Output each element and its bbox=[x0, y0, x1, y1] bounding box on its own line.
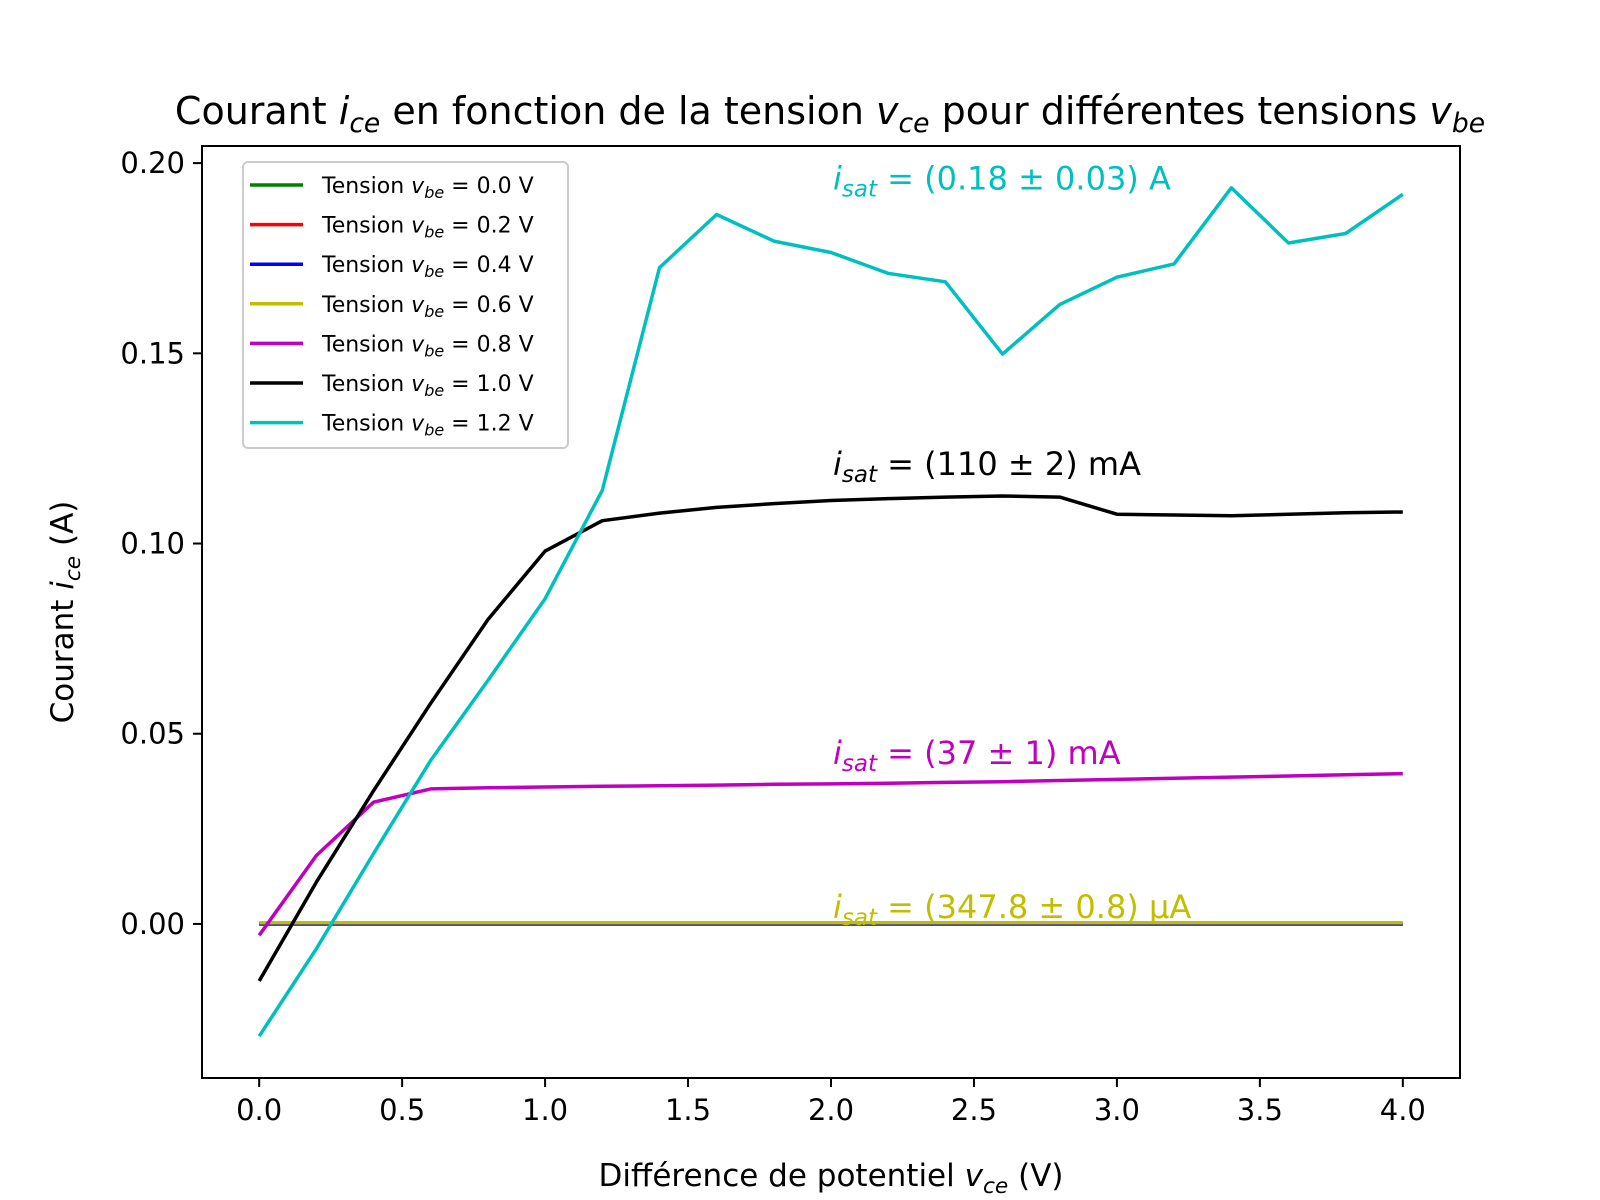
x-tick-label: 0.0 bbox=[236, 1093, 282, 1127]
legend-label: Tension vbe = 0.8 V bbox=[321, 332, 534, 360]
legend: Tension vbe = 0.0 V Tension vbe = 0.2 V Te… bbox=[242, 161, 569, 449]
x-axis-ticks: 0.0 0.5 1.0 1.5 2.0 2.5 3.0 3.5 4.0 bbox=[236, 1078, 1426, 1127]
legend-label: Tension vbe = 0.6 V bbox=[321, 293, 534, 321]
y-tick-label: 0.00 bbox=[120, 907, 185, 941]
saturation-annotation: isat = (110 ± 2) mA bbox=[833, 445, 1141, 488]
y-tick-label: 0.05 bbox=[120, 717, 185, 751]
x-tick-label: 2.0 bbox=[808, 1093, 854, 1127]
y-tick-label: 0.10 bbox=[120, 527, 185, 561]
legend-label: Tension vbe = 0.4 V bbox=[321, 253, 534, 281]
series-line-4 bbox=[257, 771, 1403, 937]
x-tick-label: 3.5 bbox=[1237, 1093, 1283, 1127]
legend-label: Tension vbe = 1.0 V bbox=[321, 372, 534, 400]
y-axis-ticks: 0.00 0.05 0.10 0.15 0.20 bbox=[120, 146, 202, 941]
saturation-annotation: isat = (37 ± 1) mA bbox=[833, 734, 1121, 777]
legend-items: Tension vbe = 0.0 V Tension vbe = 0.2 V Te… bbox=[250, 174, 534, 440]
series-lines bbox=[257, 186, 1404, 1038]
legend-label: Tension vbe = 0.0 V bbox=[321, 174, 534, 202]
x-tick-label: 2.5 bbox=[951, 1093, 997, 1127]
y-tick-label: 0.20 bbox=[120, 146, 185, 180]
x-tick-label: 0.5 bbox=[379, 1093, 425, 1127]
x-axis-label: Différence de potentiel vce (V) bbox=[599, 1158, 1064, 1199]
legend-label: Tension vbe = 1.2 V bbox=[321, 412, 534, 440]
y-tick-label: 0.15 bbox=[120, 336, 185, 370]
x-tick-label: 1.0 bbox=[522, 1093, 568, 1127]
legend-box bbox=[242, 161, 569, 449]
chart-title: Courant ice en fonction de la tension vc… bbox=[175, 89, 1485, 139]
x-tick-label: 3.0 bbox=[1094, 1093, 1140, 1127]
annotations: isat = (0.18 ± 0.03) A isat = (110 ± 2) m… bbox=[833, 160, 1191, 931]
series-line-6 bbox=[257, 186, 1404, 1038]
x-tick-label: 4.0 bbox=[1380, 1093, 1426, 1127]
legend-label: Tension vbe = 0.2 V bbox=[321, 214, 534, 242]
saturation-annotation: isat = (347.8 ± 0.8) µA bbox=[833, 888, 1191, 931]
series-line-5 bbox=[257, 494, 1403, 982]
y-axis-label: Courant ice (A) bbox=[45, 501, 86, 724]
x-tick-label: 1.5 bbox=[665, 1093, 711, 1127]
saturation-annotation: isat = (0.18 ± 0.03) A bbox=[833, 160, 1171, 203]
